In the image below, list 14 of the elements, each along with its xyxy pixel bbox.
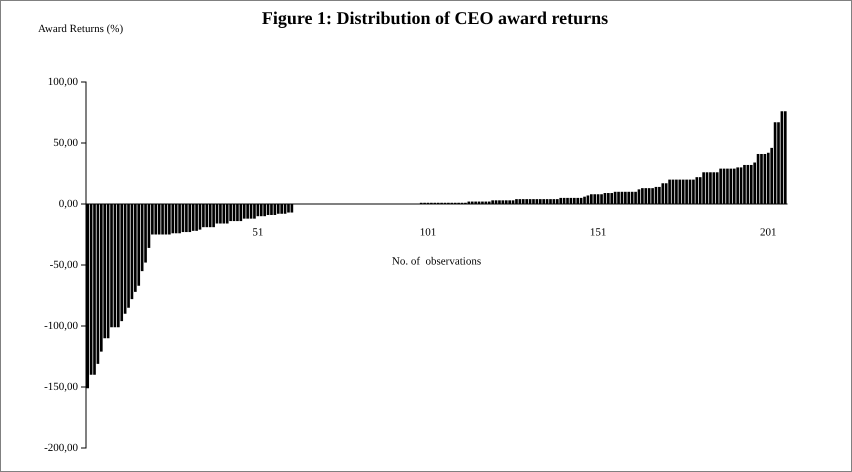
x-axis-title: No. of observations — [392, 256, 482, 268]
y-tick-label: -100,00 — [44, 320, 78, 332]
x-tick-label: 151 — [590, 226, 606, 238]
y-tick-label: 50,00 — [53, 136, 78, 149]
y-axis-title: Award Returns (%) — [38, 23, 124, 35]
y-tick-label: -150,00 — [44, 380, 78, 393]
y-tick-label: 100,00 — [48, 76, 78, 88]
x-tick-label: 201 — [760, 226, 777, 238]
x-tick-label: 51 — [252, 226, 264, 238]
y-tick-label: -50,00 — [50, 258, 78, 271]
x-tick-label: 101 — [420, 226, 436, 238]
y-tick-label: 0,00 — [58, 198, 78, 210]
y-tick-label: -200,00 — [44, 442, 78, 454]
chart-title: Figure 1: Distribution of CEO award returns — [260, 8, 610, 29]
